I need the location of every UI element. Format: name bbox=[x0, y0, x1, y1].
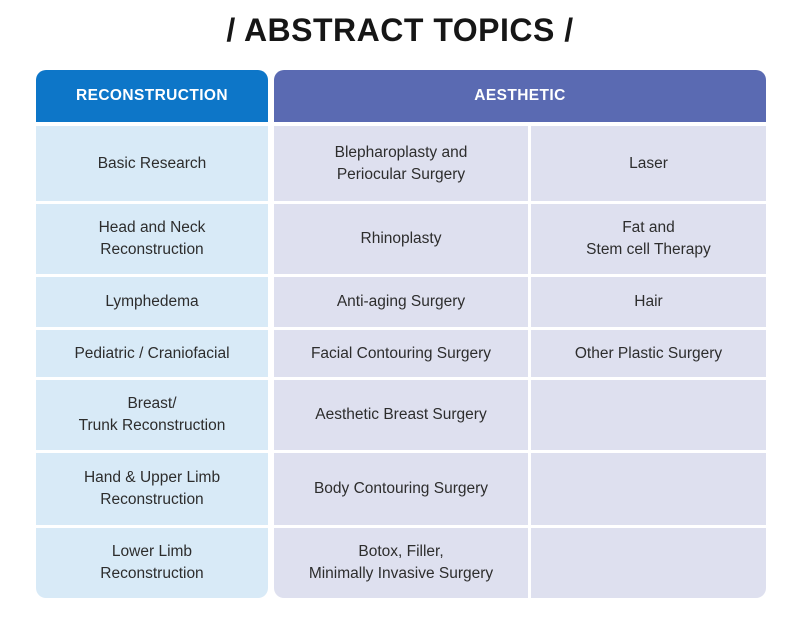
reconstruction-header: RECONSTRUCTION bbox=[36, 70, 268, 122]
cell-reconstruction-6: Lower Limb Reconstruction bbox=[36, 528, 268, 598]
cell-reconstruction-0: Basic Research bbox=[36, 126, 268, 201]
cell-aesthetic-b-1: Fat and Stem cell Therapy bbox=[531, 204, 766, 274]
reconstruction-cells: Basic Research Head and Neck Reconstruct… bbox=[36, 126, 268, 598]
cell-aesthetic-a-3: Facial Contouring Surgery bbox=[274, 330, 528, 377]
cell-aesthetic-a-5: Body Contouring Surgery bbox=[274, 453, 528, 525]
cell-reconstruction-4: Breast/ Trunk Reconstruction bbox=[36, 380, 268, 450]
cell-aesthetic-b-3: Other Plastic Surgery bbox=[531, 330, 766, 377]
page-title: / ABSTRACT TOPICS / bbox=[226, 12, 574, 48]
aesthetic-cells: Blepharoplasty and Periocular Surgery La… bbox=[274, 126, 766, 598]
aesthetic-column: AESTHETIC Blepharoplasty and Periocular … bbox=[274, 70, 766, 598]
cell-reconstruction-3: Pediatric / Craniofacial bbox=[36, 330, 268, 377]
cell-aesthetic-a-1: Rhinoplasty bbox=[274, 204, 528, 274]
cell-aesthetic-a-2: Anti-aging Surgery bbox=[274, 277, 528, 327]
cell-reconstruction-2: Lymphedema bbox=[36, 277, 268, 327]
cell-aesthetic-a-0: Blepharoplasty and Periocular Surgery bbox=[274, 126, 528, 201]
cell-aesthetic-b-4 bbox=[531, 380, 766, 450]
cell-aesthetic-b-6 bbox=[531, 528, 766, 598]
cell-reconstruction-5: Hand & Upper Limb Reconstruction bbox=[36, 453, 268, 525]
abstract-topics-table: RECONSTRUCTION Basic Research Head and N… bbox=[36, 70, 766, 598]
cell-aesthetic-a-4: Aesthetic Breast Surgery bbox=[274, 380, 528, 450]
cell-aesthetic-b-2: Hair bbox=[531, 277, 766, 327]
cell-reconstruction-1: Head and Neck Reconstruction bbox=[36, 204, 268, 274]
aesthetic-header: AESTHETIC bbox=[274, 70, 766, 122]
cell-aesthetic-a-6: Botox, Filler, Minimally Invasive Surger… bbox=[274, 528, 528, 598]
cell-aesthetic-b-5 bbox=[531, 453, 766, 525]
cell-aesthetic-b-0: Laser bbox=[531, 126, 766, 201]
reconstruction-column: RECONSTRUCTION Basic Research Head and N… bbox=[36, 70, 268, 598]
